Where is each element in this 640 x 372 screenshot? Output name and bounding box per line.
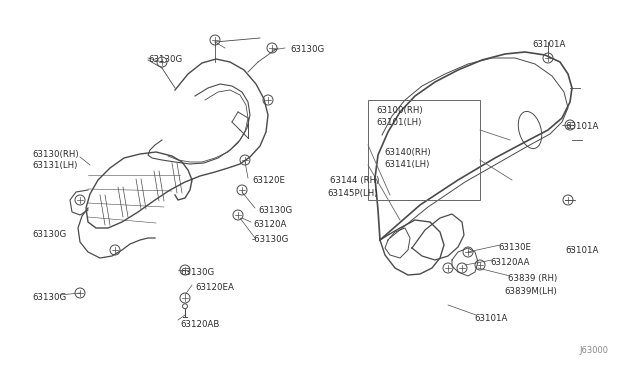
Text: 63120AB: 63120AB bbox=[180, 320, 220, 329]
Text: 63141(LH): 63141(LH) bbox=[384, 160, 429, 169]
Text: 63100(RH): 63100(RH) bbox=[376, 106, 422, 115]
Text: 63101A: 63101A bbox=[532, 40, 565, 49]
Text: 63120E: 63120E bbox=[252, 176, 285, 185]
Text: 63130G: 63130G bbox=[290, 45, 324, 54]
Text: 63130G: 63130G bbox=[32, 293, 67, 302]
Text: 63130G: 63130G bbox=[148, 55, 182, 64]
Text: 63120AA: 63120AA bbox=[490, 258, 529, 267]
Text: 63101A: 63101A bbox=[565, 122, 598, 131]
Text: 63130E: 63130E bbox=[498, 243, 531, 252]
Text: 63130(RH): 63130(RH) bbox=[32, 150, 79, 159]
Text: 63101A: 63101A bbox=[565, 246, 598, 255]
Text: 63130G: 63130G bbox=[32, 230, 67, 239]
Text: 63120EA: 63120EA bbox=[195, 283, 234, 292]
Text: 63130G: 63130G bbox=[258, 206, 292, 215]
Text: 63130G: 63130G bbox=[180, 268, 214, 277]
Text: -63130G: -63130G bbox=[252, 235, 289, 244]
Text: 63131(LH): 63131(LH) bbox=[32, 161, 77, 170]
Text: 63101A: 63101A bbox=[474, 314, 508, 323]
Text: 63101(LH): 63101(LH) bbox=[376, 118, 421, 127]
Text: J63000: J63000 bbox=[579, 346, 608, 355]
Text: 63839 (RH): 63839 (RH) bbox=[508, 274, 557, 283]
Bar bbox=[368, 100, 480, 200]
Text: 63140(RH): 63140(RH) bbox=[384, 148, 431, 157]
Text: 63839M(LH): 63839M(LH) bbox=[504, 287, 557, 296]
Text: 63144 (RH): 63144 (RH) bbox=[330, 176, 380, 185]
Text: 63120A: 63120A bbox=[253, 220, 286, 229]
Text: 63145P(LH): 63145P(LH) bbox=[327, 189, 378, 198]
